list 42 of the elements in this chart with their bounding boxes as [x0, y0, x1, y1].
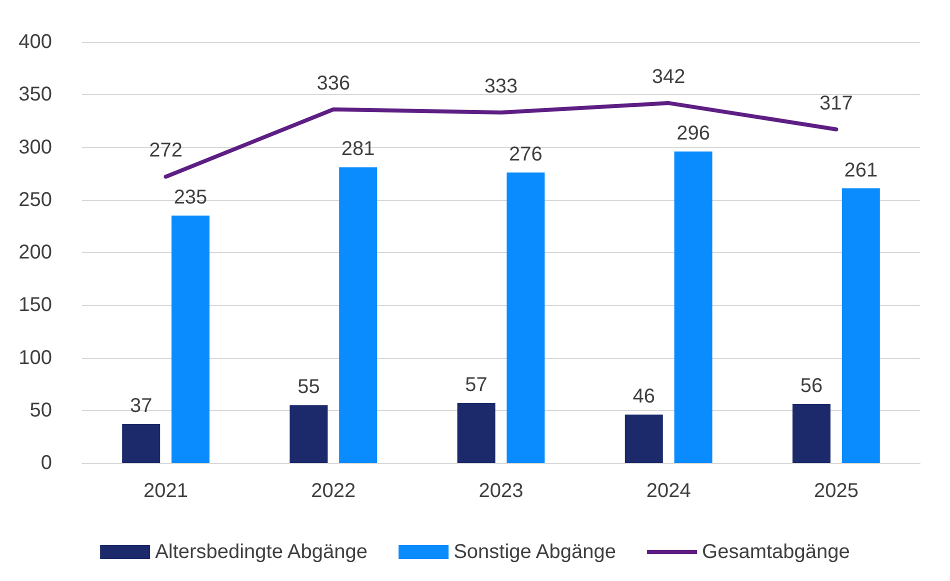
legend-label: Sonstige Abgänge: [454, 541, 616, 563]
data-label: 272: [149, 140, 182, 162]
y-tick-label: 150: [18, 294, 52, 316]
bar: [339, 167, 378, 463]
y-tick-label: 350: [18, 84, 52, 106]
y-tick-label: 100: [18, 346, 52, 369]
bar: [506, 172, 545, 463]
legend-label: Gesamtabgänge: [702, 541, 850, 563]
bar: [122, 424, 160, 463]
data-label: 276: [509, 144, 542, 166]
y-tick-label: 200: [18, 242, 52, 264]
bar: [172, 216, 210, 463]
y-tick-label: 0: [40, 452, 52, 474]
bar: [457, 403, 496, 463]
y-tick-label: 400: [18, 31, 52, 53]
data-label: 57: [465, 374, 488, 396]
data-label: 281: [341, 138, 375, 160]
x-tick-label: 2025: [814, 480, 858, 502]
bar: [624, 414, 663, 463]
data-label: 46: [632, 386, 656, 408]
bar: [842, 188, 880, 463]
data-label: 55: [298, 376, 320, 398]
data-label: 37: [130, 395, 152, 418]
data-label: 336: [316, 72, 350, 94]
x-tick-label: 2024: [646, 480, 691, 502]
data-label: 342: [652, 66, 686, 88]
x-tick-label: 2021: [144, 480, 188, 502]
data-label: 261: [844, 159, 878, 182]
y-tick-label: 250: [18, 188, 52, 211]
bar: [290, 405, 328, 463]
legend-label: Altersbedingte Abgänge: [155, 541, 368, 563]
y-tick-label: 300: [18, 136, 52, 158]
bar: [674, 151, 712, 463]
x-tick-label: 2022: [311, 480, 356, 502]
data-label: 333: [484, 76, 518, 98]
bar: [792, 404, 830, 463]
data-label: 317: [820, 92, 853, 114]
data-label: 56: [800, 375, 823, 398]
x-tick-label: 2023: [478, 480, 524, 502]
data-label: 296: [676, 122, 710, 144]
y-tick-label: 50: [30, 399, 52, 422]
data-label: 235: [174, 186, 208, 209]
